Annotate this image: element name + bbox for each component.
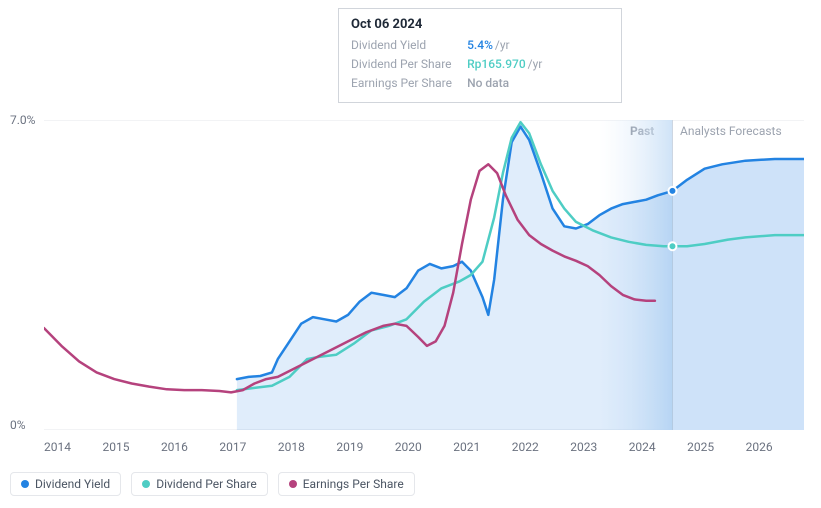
tooltip-date: Oct 06 2024 [351, 17, 609, 32]
chart-tooltip: Oct 06 2024 Dividend Yield 5.4%/yr Divid… [338, 8, 622, 103]
x-axis-year: 2017 [219, 440, 277, 454]
legend-item-earnings-per-share[interactable]: Earnings Per Share [278, 472, 415, 496]
y-axis-max: 7.0% [10, 113, 35, 127]
tooltip-row: Earnings Per Share No data [351, 74, 609, 93]
tooltip-row-value: Rp165.970/yr [467, 55, 609, 74]
x-axis-year: 2021 [453, 440, 511, 454]
x-axis-year: 2015 [102, 440, 160, 454]
x-axis-year: 2020 [395, 440, 453, 454]
legend-marker [142, 480, 150, 488]
legend-label: Earnings Per Share [303, 477, 404, 491]
x-axis-year: 2022 [512, 440, 570, 454]
x-axis-year: 2019 [336, 440, 394, 454]
tooltip-row-value: 5.4%/yr [467, 36, 609, 55]
legend-marker [21, 480, 29, 488]
x-axis-year: 2026 [746, 440, 804, 454]
x-axis-year: 2016 [161, 440, 219, 454]
x-axis-year: 2018 [278, 440, 336, 454]
legend-marker [289, 480, 297, 488]
x-axis-year: 2025 [687, 440, 745, 454]
dividend-chart: Oct 06 2024 Dividend Yield 5.4%/yr Divid… [0, 0, 821, 508]
tooltip-row-value: No data [467, 74, 609, 93]
tooltip-row: Dividend Yield 5.4%/yr [351, 36, 609, 55]
chart-svg [44, 120, 804, 430]
legend: Dividend Yield Dividend Per Share Earnin… [10, 472, 415, 496]
x-axis-year: 2024 [629, 440, 687, 454]
tooltip-row-label: Dividend Per Share [351, 55, 467, 74]
tooltip-row-label: Earnings Per Share [351, 74, 467, 93]
x-axis-year: 2023 [570, 440, 628, 454]
legend-label: Dividend Per Share [156, 477, 257, 491]
x-axis-labels: 2014201520162017201820192020202120222023… [44, 440, 804, 454]
legend-item-dividend-yield[interactable]: Dividend Yield [10, 472, 121, 496]
y-axis-min: 0% [10, 418, 26, 432]
tooltip-row-label: Dividend Yield [351, 36, 467, 55]
legend-item-dividend-per-share[interactable]: Dividend Per Share [131, 472, 268, 496]
legend-label: Dividend Yield [35, 477, 110, 491]
plot-area[interactable] [44, 120, 804, 430]
tooltip-row: Dividend Per Share Rp165.970/yr [351, 55, 609, 74]
x-axis-year: 2014 [44, 440, 102, 454]
